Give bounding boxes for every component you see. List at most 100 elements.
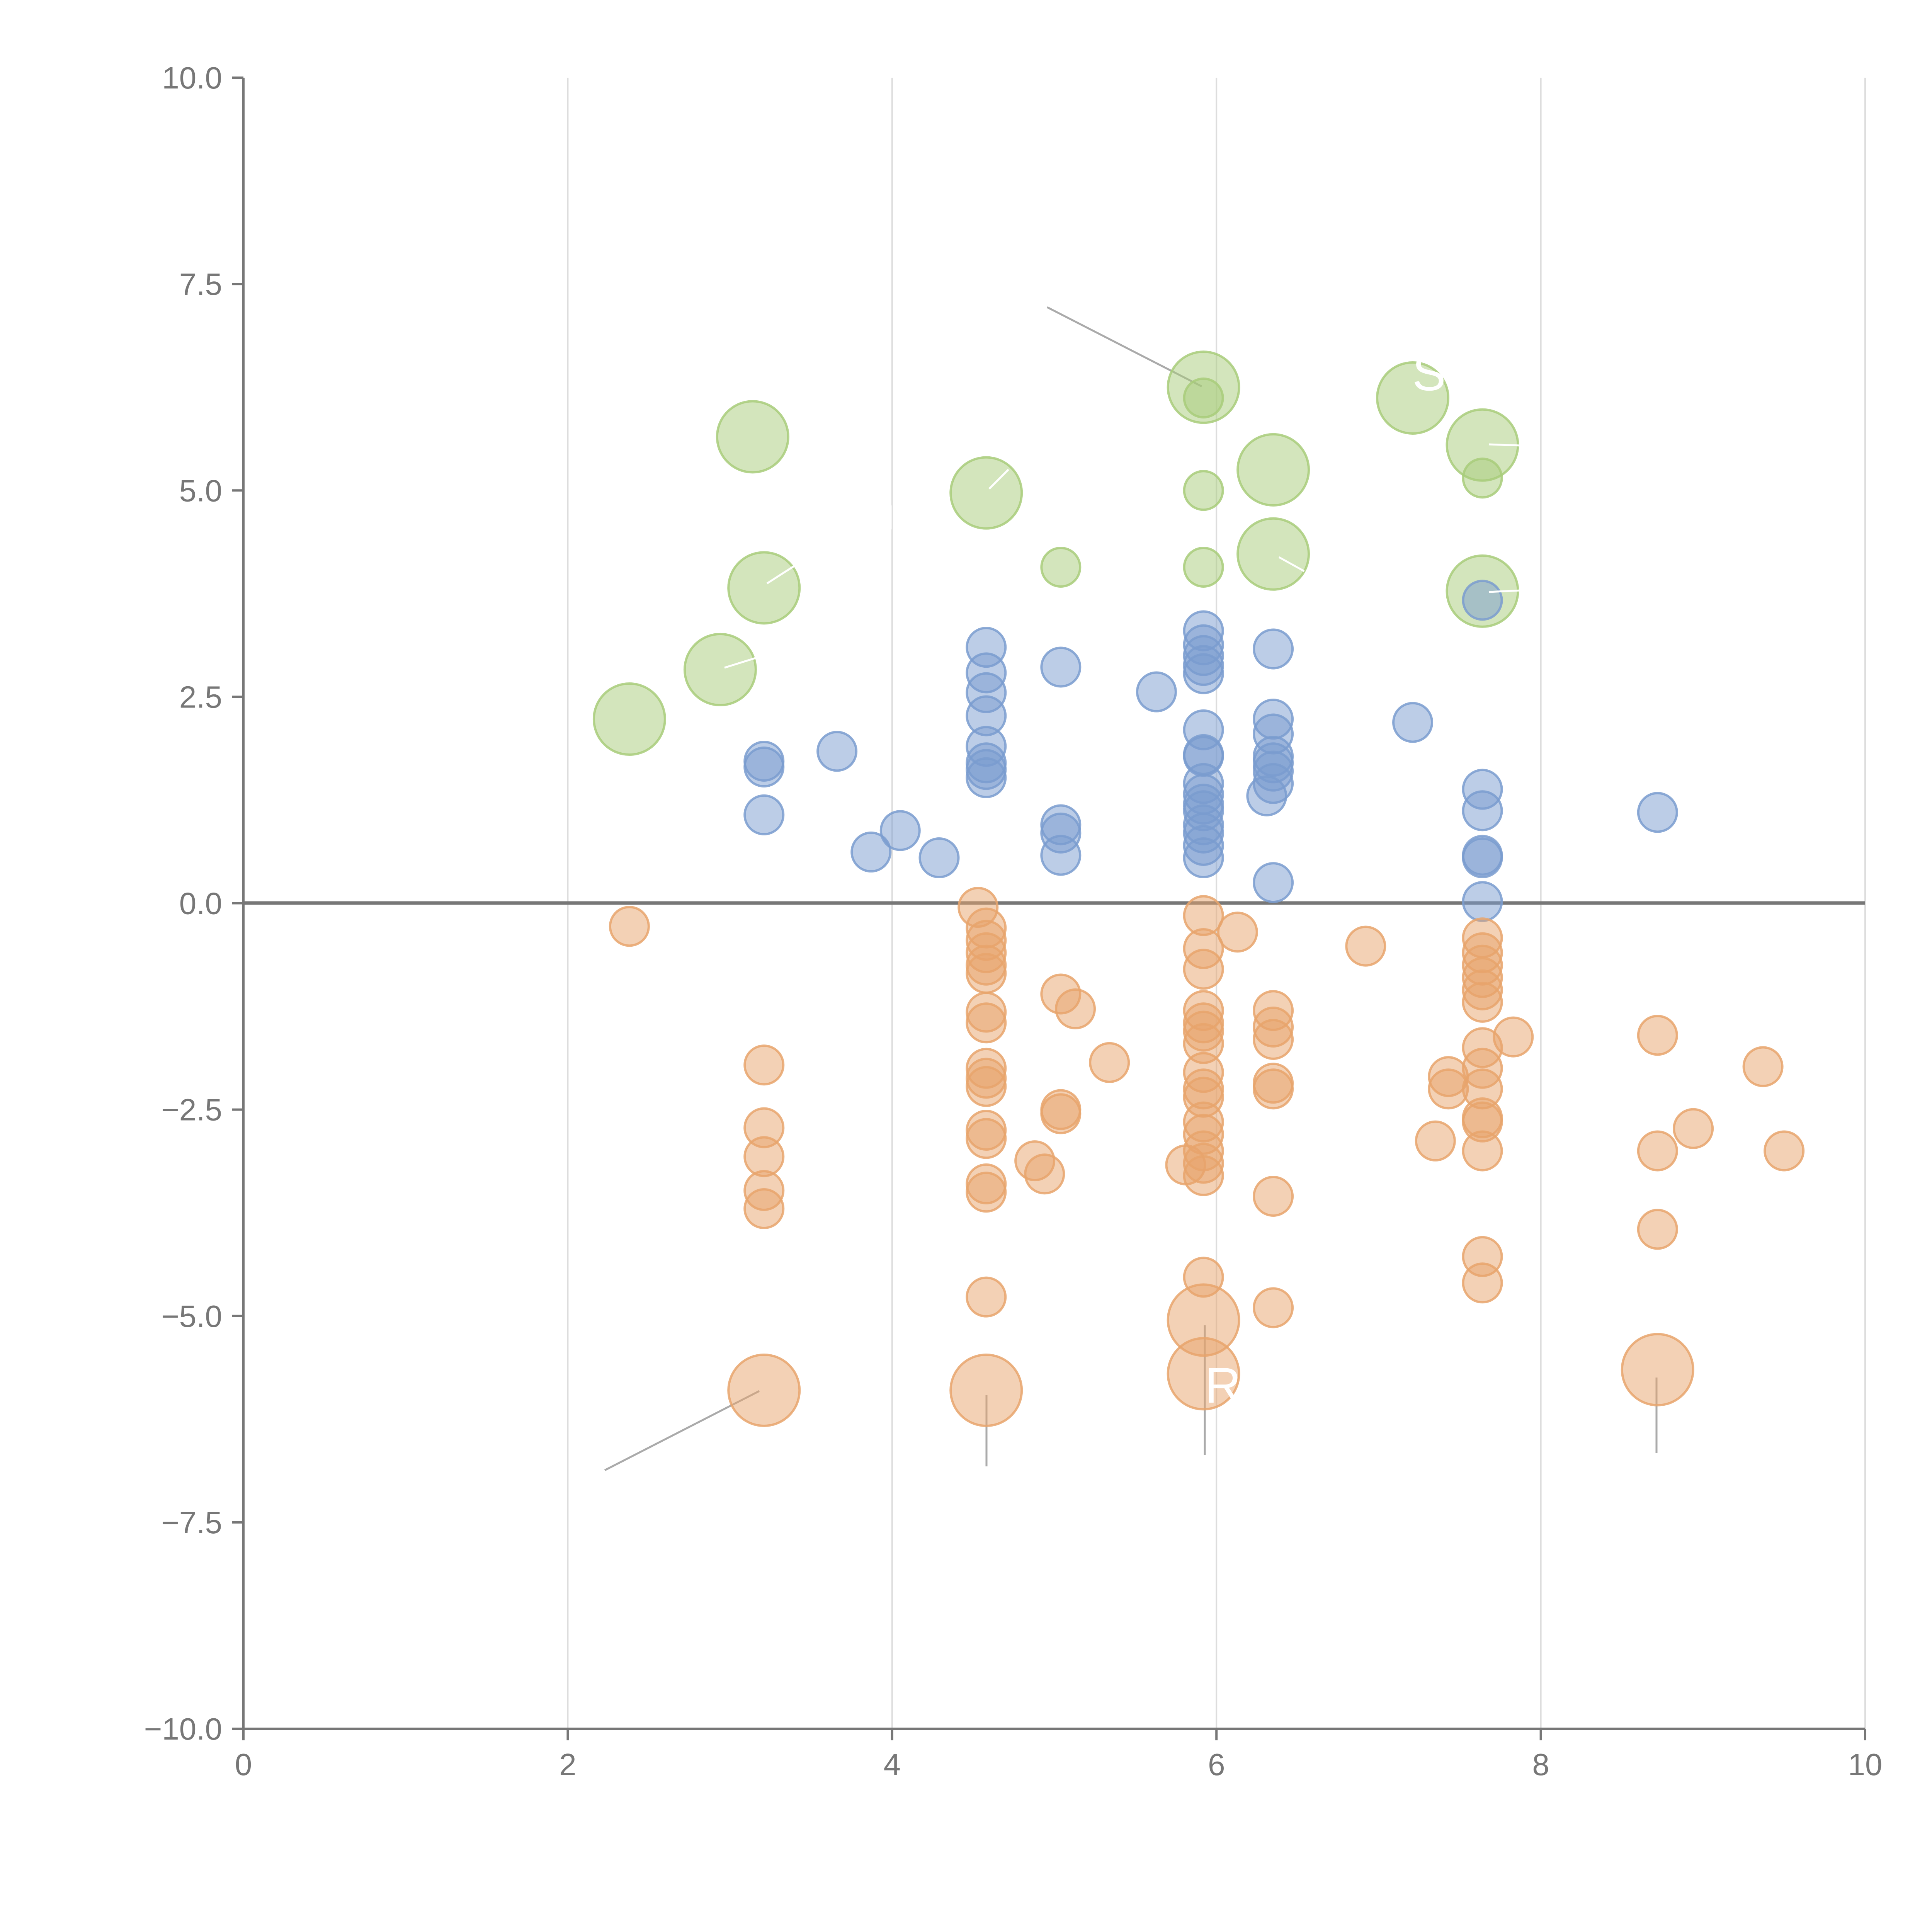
x-tick-label: 2: [559, 1747, 577, 1782]
orange-bubble: [966, 1002, 1007, 1044]
green-bubble: [727, 551, 801, 625]
x-tick-label: 0: [235, 1747, 252, 1782]
green-bubble: [1183, 377, 1224, 418]
green-bubble: [1040, 546, 1082, 588]
bubble-layer: [592, 350, 1805, 1427]
orange-bubble: [1493, 1016, 1534, 1058]
orange-bubble: [1462, 1130, 1503, 1172]
green-bubble: [1183, 546, 1224, 588]
blue-bubble: [743, 794, 785, 835]
leader-line: [724, 657, 756, 669]
orange-bubble: [743, 1188, 785, 1230]
x-tick-label: 6: [1208, 1747, 1225, 1782]
blue-bubble: [850, 832, 892, 873]
orange-bubble: [1637, 1209, 1678, 1250]
orange-bubble: [1055, 988, 1096, 1029]
orange-bubble: [1253, 1019, 1294, 1060]
orange-bubble: [1673, 1108, 1714, 1149]
y-tick-label: −5.0: [161, 1299, 222, 1333]
x-tick-label: 8: [1532, 1747, 1549, 1782]
orange-bubble: [743, 1044, 785, 1086]
leader-line: [766, 565, 795, 585]
orange-bubble: [1428, 1068, 1469, 1110]
orange-bubble: [1637, 1130, 1678, 1172]
orange-bubble: [1462, 1262, 1503, 1304]
y-tick-label: 0.0: [179, 886, 222, 921]
axis-layer: [242, 78, 1865, 1730]
orange-bubble: [966, 953, 1007, 994]
orange-bubble: [1253, 1068, 1294, 1110]
y-tick-label: −2.5: [161, 1093, 222, 1127]
green-bubble: [592, 682, 666, 756]
green-bubble: [1376, 361, 1450, 435]
orange-bubble: [1024, 1153, 1065, 1195]
blue-bubble: [743, 746, 785, 787]
blue-bubble: [1462, 580, 1503, 621]
white-label-layer: S R: [724, 345, 1521, 1413]
y-tick-label: −7.5: [161, 1505, 222, 1540]
green-bubble: [716, 400, 789, 474]
orange-bubble: [1253, 1287, 1294, 1328]
blue-bubble: [1253, 628, 1294, 670]
annotation-label-r: R: [1205, 1357, 1241, 1413]
green-bubble: [1236, 433, 1310, 507]
orange-bubble: [966, 1118, 1007, 1159]
green-bubble: [683, 633, 757, 706]
orange-bubble: [1621, 1333, 1694, 1406]
blue-bubble: [966, 757, 1007, 798]
leader-line: [1488, 443, 1521, 447]
orange-bubble: [1040, 1093, 1082, 1134]
blue-bubble: [1136, 671, 1177, 713]
orange-bubble: [1415, 1120, 1456, 1162]
blue-bubble: [1040, 835, 1082, 876]
leader-line: [1488, 589, 1521, 593]
green-bubble: [1236, 517, 1310, 591]
orange-bubble: [1345, 925, 1386, 967]
x-tick-label: 10: [1848, 1747, 1883, 1782]
orange-bubble: [966, 1276, 1007, 1318]
y-tick-label: 7.5: [179, 267, 222, 301]
blue-bubble: [1040, 646, 1082, 688]
orange-bubble: [1089, 1042, 1130, 1083]
blue-bubble: [1392, 702, 1434, 743]
x-tick-label: 4: [884, 1747, 901, 1782]
annotation-label-s: S: [1412, 345, 1446, 401]
orange-bubble: [949, 1354, 1023, 1427]
blue-bubble: [1183, 837, 1224, 878]
blue-bubble: [1637, 792, 1678, 833]
orange-bubble: [1253, 1175, 1294, 1217]
blue-bubble: [1462, 881, 1503, 922]
orange-bubble: [1217, 912, 1258, 953]
blue-bubble: [816, 731, 858, 772]
y-tick-label: −10.0: [144, 1712, 222, 1746]
orange-bubble: [966, 1066, 1007, 1107]
blue-bubble: [1246, 775, 1287, 816]
orange-bubble: [609, 906, 650, 947]
y-tick-label: 10.0: [162, 61, 222, 95]
orange-bubble: [1637, 1015, 1678, 1056]
blue-bubble: [1462, 837, 1503, 878]
blue-bubble: [1253, 862, 1294, 903]
green-bubble: [1462, 457, 1503, 499]
blue-bubble: [918, 837, 960, 878]
orange-bubble: [1183, 949, 1224, 990]
orange-bubble: [1764, 1130, 1805, 1172]
orange-bubble: [1742, 1046, 1784, 1087]
leader-line: [988, 469, 1009, 490]
y-tick-label: 5.0: [179, 473, 222, 508]
orange-bubble: [966, 1172, 1007, 1213]
leader-line: [1278, 556, 1305, 572]
blue-bubble: [879, 810, 921, 851]
orange-bubble: [1462, 981, 1503, 1023]
orange-bubble: [1183, 1155, 1224, 1196]
orange-bubble: [727, 1354, 801, 1427]
orange-bubble: [1167, 1337, 1240, 1411]
blue-bubble: [1183, 653, 1224, 694]
blue-bubble: [1462, 790, 1503, 832]
ticks-layer: 0 2 4 6 8 10 10.0 7.5 5.0 2.5 0.0 −2.5 −5.0 −7.5 −10.0: [144, 61, 1883, 1782]
green-bubble: [949, 456, 1023, 530]
green-bubble: [1183, 470, 1224, 511]
y-tick-label: 2.5: [179, 680, 222, 714]
